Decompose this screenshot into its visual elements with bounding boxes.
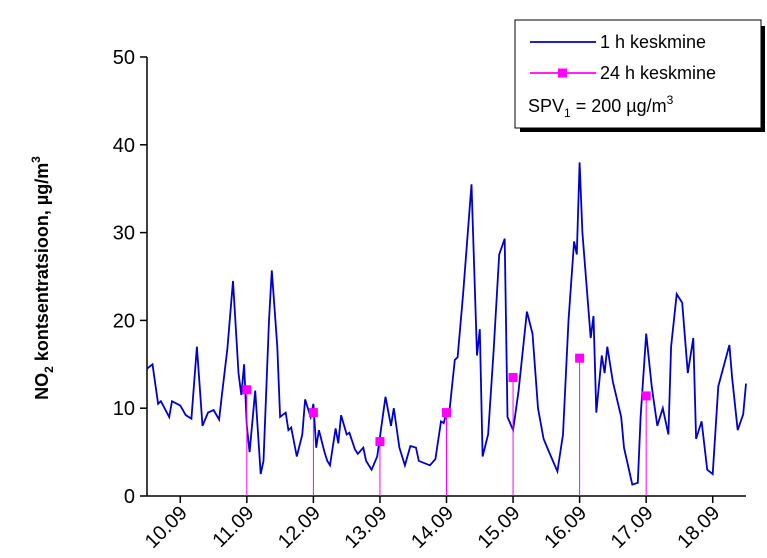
- annotation-rest: = 200 µg/m: [571, 96, 667, 116]
- annotation-main: SPV: [528, 96, 564, 116]
- y-tick-label: 50: [113, 47, 135, 69]
- y-label-sup: 3: [29, 156, 43, 163]
- y-label-sub: 2: [42, 366, 56, 373]
- legend-marker: [558, 68, 567, 78]
- line: [146, 162, 747, 486]
- marker: [508, 372, 518, 382]
- y-tick-label: 0: [124, 486, 135, 508]
- legend-label: 24 h keskmine: [600, 63, 716, 83]
- marker: [375, 437, 385, 447]
- marker: [641, 391, 651, 401]
- x-tick-label: 13.09: [341, 502, 392, 553]
- annotation-sub: 1: [564, 106, 571, 120]
- marker: [575, 353, 585, 363]
- y-axis-title: NO2 kontsentratsioon, µg/m3: [29, 156, 56, 400]
- x-tick-label: 10.09: [141, 502, 192, 553]
- x-tick-label: 11.09: [208, 502, 258, 552]
- x-tick-label: 18.09: [673, 502, 724, 553]
- legend-label: 1 h keskmine: [600, 32, 706, 52]
- x-tick-label: 14.09: [407, 502, 458, 553]
- marker: [242, 385, 252, 395]
- y-tick-label: 20: [113, 310, 135, 332]
- y-tick-label: 10: [113, 398, 135, 420]
- y-label-rest: kontsentratsioon, µg/m: [32, 163, 52, 366]
- x-tick-label: 16.09: [540, 502, 591, 553]
- x-tick-label: 12.09: [274, 502, 325, 553]
- legend-annotation: SPV1 = 200 µg/m3: [528, 93, 674, 120]
- x-tick-label: 17.09: [607, 502, 658, 553]
- marker: [308, 408, 318, 418]
- y-label-main: NO: [32, 373, 52, 400]
- x-tick-label: 15.09: [474, 502, 525, 553]
- legend-box: [514, 19, 762, 129]
- marker: [442, 408, 451, 418]
- y-tick-label: 40: [113, 135, 135, 157]
- y-tick-label: 30: [113, 223, 135, 245]
- annotation-sup: 3: [667, 93, 674, 107]
